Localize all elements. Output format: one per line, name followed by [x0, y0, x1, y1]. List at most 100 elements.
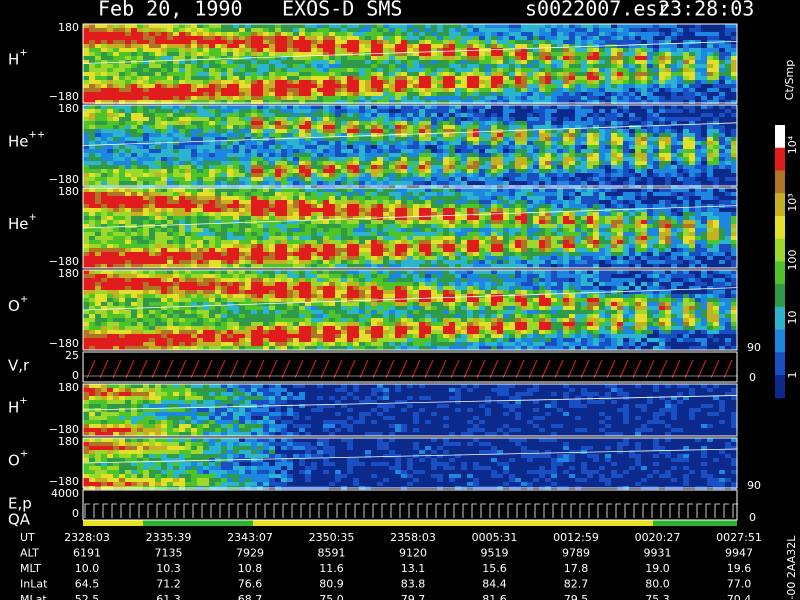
spectrogram-cell — [521, 177, 527, 181]
spectrogram-cell — [419, 96, 425, 100]
spectrogram-cell — [551, 173, 557, 177]
spectrogram-cell — [95, 240, 101, 244]
spectrogram-cell — [119, 105, 125, 109]
spectrogram-cell — [389, 76, 395, 80]
spectrogram-cell — [113, 192, 119, 196]
spectrogram-cell — [143, 169, 149, 173]
spectrogram-cell — [113, 40, 119, 44]
spectrogram-cell — [185, 129, 191, 133]
spectrogram-cell — [371, 113, 377, 117]
spectrogram-cell — [251, 28, 257, 32]
spectrogram-cell — [149, 161, 155, 165]
spectrogram-cell — [215, 88, 221, 92]
spectrogram-cell — [335, 88, 341, 92]
spectrogram-cell — [437, 145, 443, 149]
spectrogram-cell — [155, 157, 161, 161]
spectrogram-cell — [695, 157, 701, 161]
spectrogram-cell — [599, 80, 605, 84]
spectrogram-cell — [455, 141, 461, 145]
spectrogram-cell — [95, 165, 101, 169]
spectrogram-cell — [317, 64, 323, 68]
spectrogram-cell — [407, 173, 413, 177]
spectrogram-cell — [221, 80, 227, 84]
spectrogram-cell — [695, 181, 701, 185]
spectrogram-cell — [467, 121, 473, 125]
spectrogram-cell — [251, 256, 257, 260]
spectrogram-cell — [149, 220, 155, 224]
spectrogram-cell — [185, 105, 191, 109]
spectrogram-cell — [161, 185, 167, 189]
spectrogram-cell — [173, 208, 179, 212]
spectrogram-cell — [533, 24, 539, 28]
spectrogram-cell — [155, 129, 161, 133]
spectrogram-cell — [197, 32, 203, 36]
spectrogram-cell — [257, 177, 263, 181]
spectrogram-cell — [89, 165, 95, 169]
spectrogram-cell — [545, 72, 551, 76]
spectrogram-cell — [533, 60, 539, 64]
spectrogram-cell — [689, 169, 695, 173]
spectrogram-cell — [149, 28, 155, 32]
spectrogram-cell — [695, 24, 701, 28]
spectrogram-cell — [293, 252, 299, 256]
spectrogram-cell — [623, 92, 629, 96]
spectrogram-cell — [167, 36, 173, 40]
spectrogram-cell — [425, 76, 431, 80]
spectrogram-cell — [599, 149, 605, 153]
spectrogram-cell — [479, 72, 485, 76]
spectrogram-cell — [113, 133, 119, 137]
spectrogram-cell — [701, 141, 707, 145]
spectrogram-cell — [143, 149, 149, 153]
spectrogram-cell — [533, 52, 539, 56]
spectrogram-cell — [455, 137, 461, 141]
spectrogram-cell — [389, 80, 395, 84]
spectrogram-cell — [101, 40, 107, 44]
spectrogram-cell — [689, 80, 695, 84]
spectrogram-cell — [233, 133, 239, 137]
spectrogram-cell — [641, 121, 647, 125]
spectrogram-cell — [281, 149, 287, 153]
spectrogram-cell — [101, 96, 107, 100]
spectrogram-cell — [527, 28, 533, 32]
spectrogram-cell — [95, 36, 101, 40]
spectrogram-cell — [323, 153, 329, 157]
spectrogram-cell — [185, 48, 191, 52]
spectrogram-cell — [647, 133, 653, 137]
spectrogram-cell — [257, 141, 263, 145]
spectrogram-cell — [203, 137, 209, 141]
spectrogram-cell — [449, 125, 455, 129]
spectrogram-cell — [179, 181, 185, 185]
spectrogram-cell — [203, 256, 209, 260]
spectrogram-cell — [203, 36, 209, 40]
spectrogram-cell — [719, 141, 725, 145]
spectrogram-cell — [359, 84, 365, 88]
spectrogram-cell — [107, 56, 113, 60]
spectrogram-cell — [611, 40, 617, 44]
spectrogram-cell — [221, 177, 227, 181]
spectrogram-cell — [479, 28, 485, 32]
spectrogram-cell — [731, 169, 737, 173]
spectrogram-cell — [521, 137, 527, 141]
spectrogram-cell — [125, 121, 131, 125]
spectrogram-cell — [251, 185, 257, 189]
spectrogram-cell — [635, 84, 641, 88]
spectrogram-cell — [623, 32, 629, 36]
spectrogram-cell — [305, 100, 311, 104]
spectrogram-cell — [503, 68, 509, 72]
spectrogram-cell — [251, 113, 257, 117]
spectrogram-cell — [143, 129, 149, 133]
spectrogram-cell — [569, 105, 575, 109]
spectrogram-cell — [509, 169, 515, 173]
spectrogram-cell — [113, 64, 119, 68]
spectrogram-cell — [107, 137, 113, 141]
spectrogram-cell — [665, 56, 671, 60]
spectrogram-cell — [419, 56, 425, 60]
spectrogram-cell — [341, 72, 347, 76]
spectrogram-cell — [605, 157, 611, 161]
spectrogram-cell — [701, 64, 707, 68]
spectrogram-cell — [653, 113, 659, 117]
spectrogram-cell — [377, 76, 383, 80]
spectrogram-cell — [443, 24, 449, 28]
spectrogram-cell — [185, 260, 191, 264]
spectrogram-cell — [635, 100, 641, 104]
